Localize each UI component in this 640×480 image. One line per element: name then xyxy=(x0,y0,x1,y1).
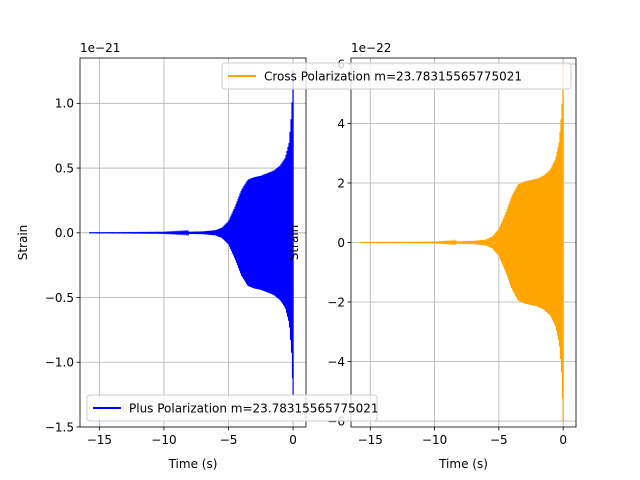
x-tick-label: −5 xyxy=(220,433,238,447)
y-tick-label: 4 xyxy=(337,117,345,131)
y-tick-label: −1.0 xyxy=(45,356,74,370)
y-tick-label: 0.0 xyxy=(55,226,74,240)
x-tick-label: −10 xyxy=(422,433,447,447)
left-offset-text: 1e−21 xyxy=(80,41,120,55)
x-tick-label: 0 xyxy=(289,433,297,447)
right-legend: Cross Polarization m=23.78315565775021 xyxy=(221,62,572,90)
y-tick-label: 0 xyxy=(337,236,345,250)
left-ticks: −15 −10 −5 0 −1.5 −1.0 −0.5 0.0 0.5 1.0 xyxy=(45,97,297,447)
right-plot-lines xyxy=(360,63,564,422)
series-line-0 xyxy=(360,63,564,422)
left-x-axis-label: Time (s) xyxy=(168,457,218,471)
left-y-axis-label: Strain xyxy=(16,225,30,261)
y-tick-label: 1.0 xyxy=(55,97,74,111)
left-legend: Plus Polarization m=23.78315565775021 xyxy=(86,394,379,422)
right-legend-box xyxy=(221,62,572,90)
y-tick-label: 2 xyxy=(337,176,345,190)
right-legend-label: Cross Polarization m=23.78315565775021 xyxy=(264,70,522,84)
right-y-axis-label: Strain xyxy=(287,225,301,261)
right-offset-text: 1e−22 xyxy=(351,41,391,55)
left-legend-label: Plus Polarization m=23.78315565775021 xyxy=(129,402,379,416)
series-line-0 xyxy=(89,70,294,395)
left-subplot: −15 −10 −5 0 −1.5 −1.0 −0.5 0.0 0.5 1.0 1e−21 Tim… xyxy=(16,41,307,471)
y-tick-label: −2 xyxy=(327,295,345,309)
x-tick-label: −15 xyxy=(87,433,112,447)
y-tick-label: −0.5 xyxy=(45,291,74,305)
right-x-axis-label: Time (s) xyxy=(438,457,488,471)
y-tick-label: 0.5 xyxy=(55,161,74,175)
left-legend-box xyxy=(86,394,378,422)
left-axes-frame xyxy=(79,57,307,428)
x-tick-label: −15 xyxy=(358,433,383,447)
x-tick-label: −10 xyxy=(151,433,176,447)
y-tick-label: −4 xyxy=(327,355,345,369)
y-tick-label: −1.5 xyxy=(45,420,74,434)
x-tick-label: 0 xyxy=(559,433,567,447)
left-plot-lines xyxy=(89,70,294,395)
x-tick-label: −5 xyxy=(490,433,508,447)
